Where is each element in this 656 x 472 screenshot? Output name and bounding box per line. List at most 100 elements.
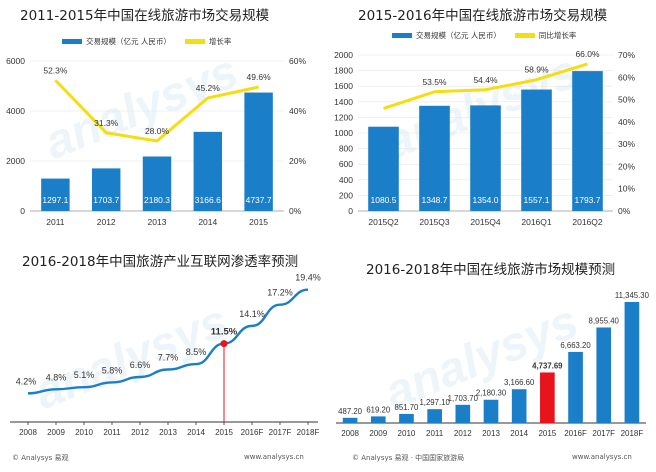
y-tick-label: 2000	[6, 156, 25, 166]
line-value-label: 52.3%	[43, 65, 68, 75]
chart-plot: 2008 4.2% 2009 4.8% 2010 5.1% 2011 5.8% 2012 6.6%…	[10, 273, 321, 437]
line-value-label: 54.4%	[473, 75, 498, 85]
x-tick-label: 2013	[482, 429, 500, 438]
y-tick-label: 200	[339, 190, 353, 200]
bar-value-label: 6,663.20	[560, 341, 591, 350]
bar	[572, 71, 603, 211]
x-tick-label: 2015	[215, 428, 233, 437]
y-tick-label: 1800	[334, 66, 353, 76]
legend-label: 交易规模（亿元 人民币）	[86, 37, 171, 46]
x-tick-label: 2016Q2	[572, 217, 603, 227]
growth-rate-line	[54, 79, 259, 143]
chart-panel-market-forecast: 2016-2018年中国在线旅游市场规模预测 487.20 2008 619.20 2…	[328, 236, 656, 472]
y-tick-label: 800	[339, 144, 353, 154]
bar	[483, 399, 499, 423]
line-value-label: 5.1%	[74, 370, 95, 380]
line-value-label: 4.2%	[16, 376, 37, 386]
bar-value-label: 3,166.60	[504, 378, 535, 387]
legend-bar-swatch	[392, 33, 412, 38]
y2-tick-label: 50%	[618, 95, 635, 105]
chart-title: 2016-2018年中国旅游产业互联网渗透率预测	[22, 254, 299, 270]
y-tick-label: 600	[339, 159, 353, 169]
legend-label: 同比增长率	[538, 31, 577, 40]
y-tick-label: 4000	[6, 106, 25, 116]
x-tick-label: 2014	[510, 429, 528, 438]
x-tick-label: 2014	[187, 428, 205, 437]
bar	[427, 409, 442, 423]
y2-tick-label: 40%	[289, 106, 306, 116]
bar-value-label: 1080.5	[371, 195, 397, 205]
footer-url: www.analysys.cn	[244, 453, 304, 461]
x-tick-label: 2017F	[269, 428, 292, 437]
chart-plot: 0 2000 4000 6000 0% 20% 40% 60% 1297.1 2011 1703.7…	[6, 56, 306, 227]
y-tick-label: 0	[20, 206, 25, 216]
line-value-label: 58.9%	[524, 65, 549, 75]
bar	[91, 168, 121, 211]
highlight-marker-dot	[220, 340, 228, 348]
bar	[142, 156, 172, 211]
y-tick-label: 6000	[6, 56, 25, 66]
bar	[342, 417, 358, 423]
legend-label: 增长率	[208, 37, 232, 46]
bar-value-label: 11,345.30	[615, 291, 650, 300]
penetration-line	[27, 288, 309, 395]
legend-bar-swatch	[62, 39, 82, 44]
bar-value-label: 1297.1	[42, 195, 68, 205]
chart-title: 2011-2015年中国在线旅游市场交易规模	[20, 8, 270, 24]
growth-rate-line	[383, 62, 588, 110]
bar-value-label: 8,955.40	[589, 316, 620, 325]
bar	[596, 327, 612, 423]
line-value-label: 14.1%	[239, 309, 265, 319]
bar	[368, 126, 399, 211]
bar	[470, 105, 501, 211]
chart-legend: 交易规模（亿元 人民币） 同比增长率	[392, 30, 576, 41]
bar	[41, 178, 70, 211]
bar-value-label: 619.20	[366, 405, 391, 414]
bar-value-label: 851.70	[395, 403, 420, 412]
x-tick-label: 2015Q4	[470, 217, 501, 227]
bar-value-label: 1557.1	[524, 195, 550, 205]
y2-tick-label: 10%	[618, 184, 635, 194]
bar	[624, 301, 640, 423]
chart-title: 2015-2016年中国在线旅游市场交易规模	[358, 8, 608, 24]
y-tick-label: 1200	[334, 112, 353, 122]
x-tick-label: 2012	[454, 429, 472, 438]
x-tick-label: 2011	[426, 429, 444, 438]
bar	[521, 89, 552, 211]
y2-tick-label: 40%	[618, 117, 635, 127]
x-tick-label: 2013	[159, 428, 177, 437]
highlight-value-label: 11.5%	[211, 327, 238, 338]
bar-value-label: 1703.7	[93, 195, 119, 205]
x-tick-label: 2018F	[297, 428, 320, 437]
bar	[419, 105, 450, 211]
legend-line-swatch	[514, 33, 535, 38]
y-tick-label: 1600	[334, 81, 353, 91]
bar-value-label: 4737.7	[246, 195, 272, 205]
footer-source: © Analysys 易观	[12, 454, 69, 462]
bar	[244, 92, 273, 211]
x-tick-label: 2014	[198, 217, 217, 227]
chart-legend: 交易规模（亿元 人民币） 增长率	[62, 36, 231, 47]
x-tick-label: 2012	[97, 217, 116, 227]
bar-value-label: 1354.0	[473, 195, 499, 205]
bar-value-label: 1,297.10	[419, 398, 450, 407]
chart-title: 2016-2018年中国在线旅游市场规模预测	[366, 262, 616, 278]
line-value-label: 66.0%	[575, 49, 600, 59]
line-value-label: 17.2%	[267, 288, 293, 298]
x-tick-label: 2018F	[621, 429, 644, 438]
line-value-label: 7.7%	[158, 353, 179, 363]
line-value-label: 4.8%	[46, 372, 67, 382]
x-tick-label: 2015	[249, 217, 268, 227]
x-tick-label: 2015Q2	[368, 217, 399, 227]
x-tick-label: 2008	[341, 429, 359, 438]
x-tick-label: 2008	[19, 428, 37, 437]
legend-line-swatch	[184, 39, 205, 44]
y2-tick-label: 30%	[618, 139, 635, 149]
y2-tick-label: 20%	[618, 161, 635, 171]
y-tick-label: 1400	[334, 97, 353, 107]
x-tick-label: 2009	[47, 428, 65, 437]
y-tick-label: 2000	[334, 50, 353, 60]
x-tick-label: 2016Q1	[521, 217, 552, 227]
x-tick-label: 2016F	[241, 428, 264, 437]
bar-value-label: 3166.6	[195, 195, 221, 205]
